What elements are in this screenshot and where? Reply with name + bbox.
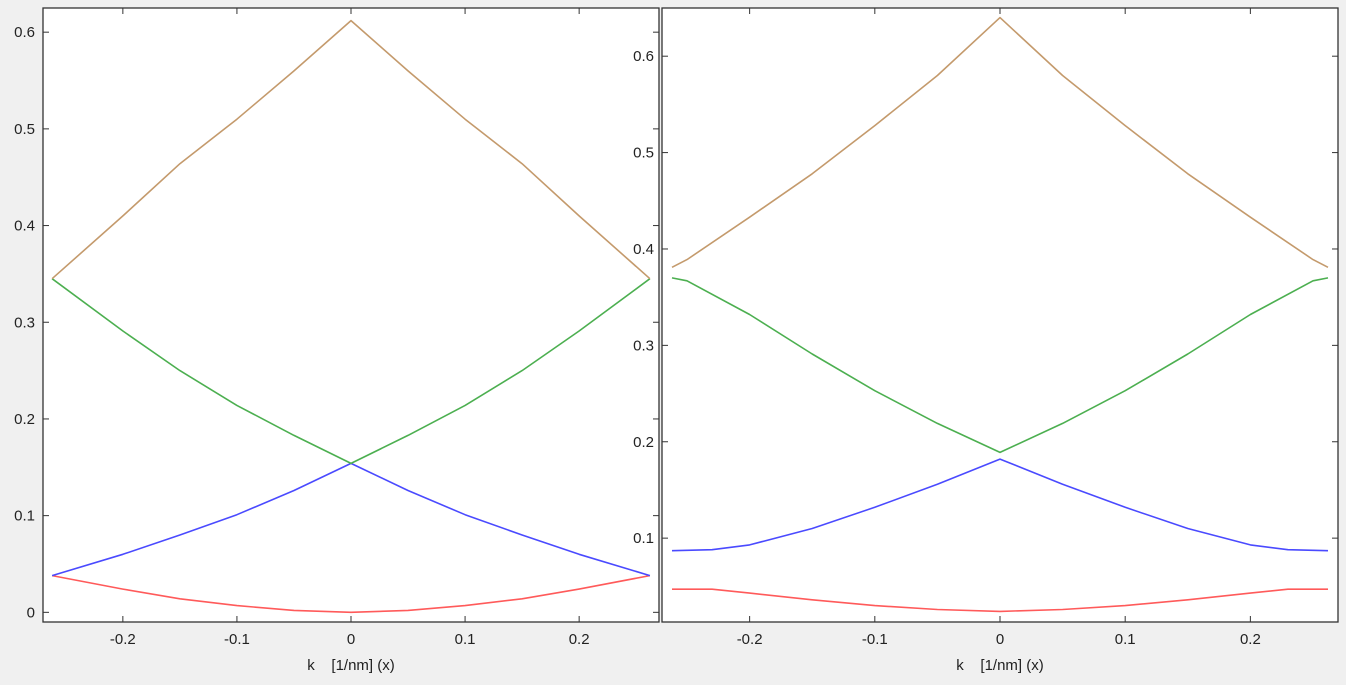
x-axis-label: k [1/nm] (x) [307, 657, 395, 674]
y-tick-label: 0.5 [633, 145, 654, 162]
y-tick-label: 0.1 [14, 508, 35, 525]
x-tick-label: -0.1 [224, 631, 250, 648]
y-tick-label: 0.3 [633, 337, 654, 354]
plot-area [661, 7, 1339, 623]
green-band-line [51, 278, 651, 465]
x-tick-label: 0.2 [1240, 631, 1261, 648]
x-tick-label: -0.2 [110, 631, 136, 648]
x-tick-label: 0.1 [455, 631, 476, 648]
red-band-line [672, 588, 1328, 613]
y-tick-label: 0 [27, 604, 35, 621]
blue-band-line [671, 458, 1329, 552]
x-tick-label: -0.1 [862, 631, 888, 648]
plot-area [42, 7, 660, 623]
y-tick-label: 0.6 [633, 48, 654, 65]
tan-band-line [51, 19, 651, 280]
x-tick-label: -0.2 [737, 631, 763, 648]
y-tick-label: 0.2 [14, 411, 35, 428]
x-tick-label: 0.1 [1115, 631, 1136, 648]
chart-right: 0.1 0.2 0.3 0.4 0.5 0.6 -0.2 -0.1 0 0.1 0.2 k [1/nm… [633, 7, 1339, 674]
red-band-line [51, 574, 651, 614]
x-axis-label: k [1/nm] (x) [956, 657, 1044, 674]
y-tick-label: 0.4 [14, 218, 35, 235]
y-tick-label: 0.4 [633, 241, 654, 258]
x-tick-label: 0 [996, 631, 1004, 648]
x-tick-label: 0 [347, 631, 355, 648]
green-band-line [671, 277, 1329, 454]
y-tick-label: 0.6 [14, 24, 35, 41]
tan-band-line [671, 16, 1329, 269]
y-tick-label: 0.5 [14, 121, 35, 138]
x-tick-label: 0.2 [569, 631, 590, 648]
y-tick-label: 0.2 [633, 434, 654, 451]
y-tick-label: 0.3 [14, 314, 35, 331]
y-tick-label: 0.1 [633, 530, 654, 547]
chart-left: 0 0.1 0.2 0.3 0.4 0.5 0.6 -0.2 -0.1 0 0.1 0.2 k [1/n… [14, 7, 660, 674]
